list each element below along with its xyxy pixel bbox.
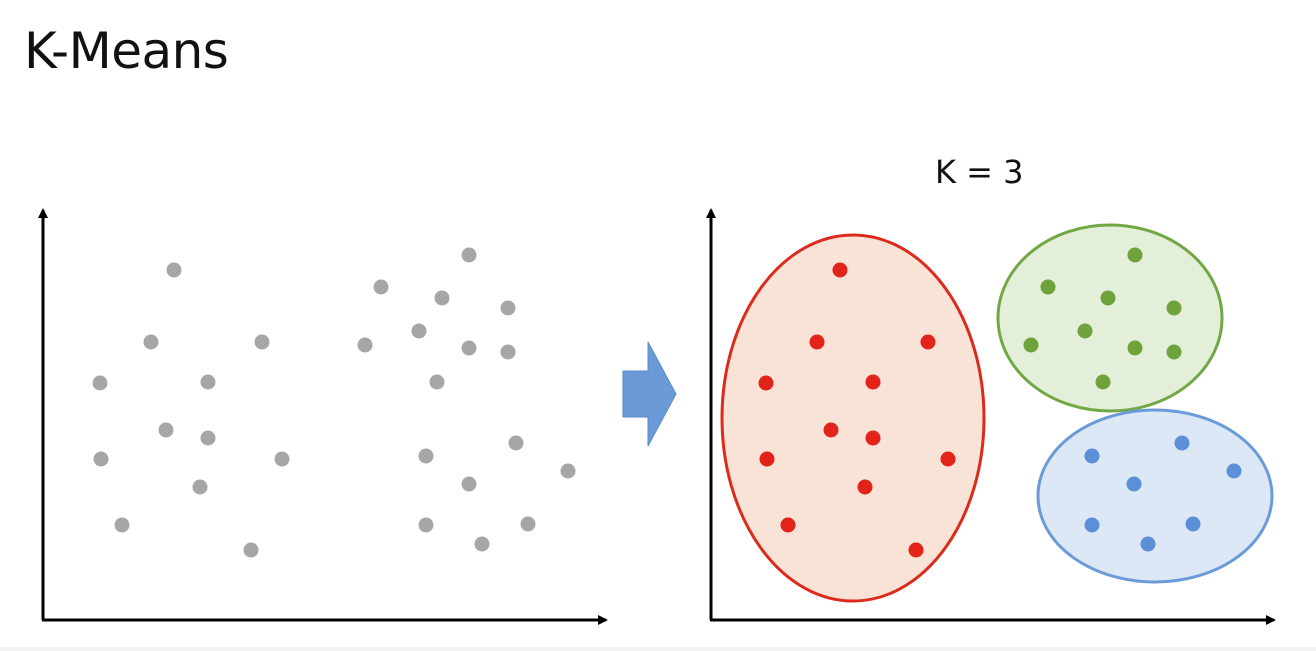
data-point — [461, 476, 477, 492]
right-arrow-icon — [622, 341, 677, 447]
cluster-green-point — [1166, 344, 1182, 360]
cluster-green-point — [1127, 247, 1143, 263]
data-point — [434, 290, 450, 306]
cluster-green-point — [1040, 279, 1056, 295]
left-plot — [38, 208, 608, 625]
data-point — [274, 451, 290, 467]
cluster-red-point — [759, 451, 775, 467]
cluster-red-point — [920, 334, 936, 350]
data-point — [158, 422, 174, 438]
cluster-red-point — [832, 262, 848, 278]
cluster-blue-points — [1084, 435, 1242, 552]
cluster-red-boundary — [720, 233, 986, 603]
cluster-green-point — [1023, 337, 1039, 353]
data-point — [461, 340, 477, 356]
cluster-blue-point — [1084, 517, 1100, 533]
page-title: K-Means — [24, 22, 229, 80]
cluster-green-point — [1166, 300, 1182, 316]
data-point — [114, 517, 130, 533]
data-point — [243, 542, 259, 558]
data-point — [166, 262, 182, 278]
cluster-green-point — [1100, 290, 1116, 306]
cluster-blue-point — [1185, 516, 1201, 532]
data-point — [93, 451, 109, 467]
data-point — [92, 375, 108, 391]
k-value-label: K = 3 — [935, 153, 1024, 191]
cluster-green-point — [1095, 374, 1111, 390]
right-plot — [706, 208, 1276, 625]
cluster-red-point — [823, 422, 839, 438]
cluster-blue-point — [1226, 463, 1242, 479]
cluster-red-point — [940, 451, 956, 467]
data-point — [254, 334, 270, 350]
data-point — [520, 516, 536, 532]
cluster-blue-boundary — [1036, 408, 1274, 584]
data-point — [200, 430, 216, 446]
cluster-red-point — [780, 517, 796, 533]
data-point — [143, 334, 159, 350]
cluster-green-points — [1023, 247, 1182, 390]
cluster-blue-point — [1126, 476, 1142, 492]
cluster-red-point — [908, 542, 924, 558]
data-point — [200, 374, 216, 390]
data-point — [357, 337, 373, 353]
data-point — [373, 279, 389, 295]
data-point — [508, 435, 524, 451]
cluster-blue-point — [1140, 536, 1156, 552]
cluster-blue-point — [1084, 448, 1100, 464]
data-point — [418, 448, 434, 464]
data-point — [560, 463, 576, 479]
cluster-blue-point — [1174, 435, 1190, 451]
data-point — [461, 247, 477, 263]
data-point — [418, 517, 434, 533]
data-point — [474, 536, 490, 552]
data-point — [500, 300, 516, 316]
data-point — [411, 323, 427, 339]
raw-points-group — [92, 247, 576, 558]
cluster-red-point — [865, 430, 881, 446]
cluster-red-point — [809, 334, 825, 350]
cluster-red-point — [865, 374, 881, 390]
cluster-red-point — [857, 479, 873, 495]
cluster-red-points — [758, 262, 956, 558]
cluster-green-boundary — [996, 223, 1224, 413]
cluster-red-point — [758, 375, 774, 391]
bottom-edge — [0, 647, 1316, 651]
cluster-green-point — [1077, 323, 1093, 339]
data-point — [429, 374, 445, 390]
data-point — [192, 479, 208, 495]
cluster-green-point — [1127, 340, 1143, 356]
data-point — [500, 344, 516, 360]
